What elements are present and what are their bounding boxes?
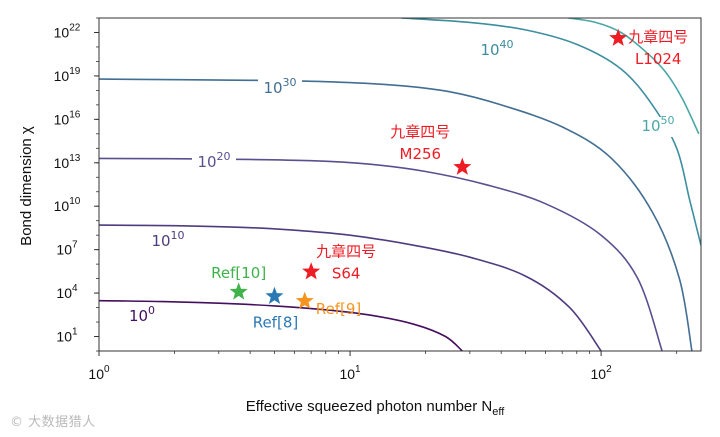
- tick-exp: 22: [69, 22, 81, 33]
- tick-base: 10: [88, 366, 104, 382]
- contour-label-exp: 10: [171, 229, 185, 242]
- contour-label-4: 1040: [480, 38, 513, 59]
- tick-base: 10: [54, 111, 70, 127]
- contour-label-exp: 50: [661, 114, 675, 127]
- x-tick-label-2: 102: [591, 364, 613, 382]
- tick-exp: 1: [355, 364, 361, 375]
- contour-label-bg-4: [475, 41, 519, 61]
- tick-base: 10: [56, 285, 72, 301]
- contour-label-0: 100: [129, 304, 155, 325]
- contour-line-2: [99, 157, 663, 351]
- tick-exp: 4: [72, 283, 78, 294]
- contour-label-base: 10: [480, 41, 499, 59]
- tick-exp: 2: [606, 364, 612, 375]
- contour-label-base: 10: [197, 153, 216, 171]
- contour-label-bg-2: [192, 153, 236, 173]
- contour-label-base: 10: [641, 117, 660, 135]
- tick-base: 10: [54, 155, 70, 171]
- tick-base: 10: [54, 24, 70, 40]
- star-marker-ref10: [229, 282, 248, 300]
- contour-line-0: [99, 299, 463, 351]
- point-labels: Ref[10] Ref[8] Ref[9] 九章四号 S64 九章四号 M256 九章四号 L1…: [211, 28, 688, 331]
- point-label-ref8: Ref[8]: [253, 313, 299, 331]
- star-marker-s64: [302, 262, 321, 280]
- tick-exp: 13: [69, 153, 81, 164]
- tick-exp: 7: [72, 240, 78, 251]
- contour-line-1: [99, 224, 602, 351]
- y-tick-label-2: 107: [56, 240, 78, 258]
- contour-label-5: 1050: [641, 114, 674, 135]
- star-marker-m256: [453, 157, 472, 175]
- y-tick-label-1: 104: [56, 283, 78, 301]
- point-label-prefix-l1024: 九章四号: [628, 28, 688, 46]
- x-tick-label-1: 101: [339, 364, 361, 382]
- x-tick-label-0: 100: [88, 364, 110, 382]
- tick-base: 10: [56, 329, 72, 345]
- contour-label-exp: 40: [500, 38, 514, 51]
- tick-exp: 1: [72, 327, 78, 338]
- contour-label-exp: 30: [283, 76, 297, 89]
- y-axis-title: Bond dimension χ: [18, 126, 35, 246]
- contour-label-2: 1020: [197, 150, 230, 171]
- point-label-s64: S64: [332, 265, 361, 283]
- contour-label-exp: 0: [148, 304, 155, 317]
- contour-line-4: [401, 18, 701, 246]
- contour-line-5: [568, 18, 700, 135]
- tick-base: 10: [54, 68, 70, 84]
- y-tick-label-5: 1016: [54, 109, 81, 127]
- contour-label-1: 1010: [151, 229, 184, 250]
- point-label-ref9: Ref[9]: [316, 300, 362, 318]
- point-label-prefix-s64: 九章四号: [316, 243, 376, 261]
- tick-exp: 16: [69, 109, 81, 120]
- point-label-prefix-m256: 九章四号: [390, 123, 450, 141]
- tick-exp: 19: [69, 66, 81, 77]
- contour-label-bg-3: [258, 79, 302, 99]
- point-label-l1024: L1024: [635, 50, 682, 68]
- contour-label-base: 10: [151, 232, 170, 250]
- contour-label-exp: 20: [217, 150, 231, 163]
- tick-base: 10: [339, 366, 355, 382]
- tick-base: 10: [591, 366, 607, 382]
- star-marker-l1024: [609, 28, 628, 46]
- tick-base: 10: [56, 242, 72, 258]
- tick-base: 10: [54, 198, 70, 214]
- tick-exp: 0: [104, 364, 110, 375]
- y-tick-label-7: 1022: [54, 22, 81, 40]
- contour-label-bg-1: [146, 232, 190, 252]
- point-label-ref10: Ref[10]: [211, 264, 266, 282]
- tick-exp: 10: [69, 196, 81, 207]
- data-points: [229, 28, 628, 309]
- y-tick-label-0: 101: [56, 327, 78, 345]
- y-tick-label-3: 1010: [54, 196, 81, 214]
- y-tick-label-4: 1013: [54, 153, 81, 171]
- star-marker-ref8: [265, 286, 284, 304]
- contour-label-base: 10: [263, 79, 282, 97]
- contour-label-base: 10: [129, 307, 148, 325]
- plot-frame: [98, 17, 702, 352]
- y-tick-label-6: 1019: [54, 66, 81, 84]
- point-label-m256: M256: [400, 145, 442, 163]
- contour-label-bg-5: [636, 117, 680, 137]
- star-marker-ref9: [295, 291, 314, 309]
- x-axis-title: Effective squeezed photon number Neff: [246, 398, 506, 418]
- contour-label-bg-0: [120, 307, 164, 327]
- contour-label-3: 1030: [263, 76, 296, 97]
- watermark: © 大数据猎人: [10, 415, 96, 430]
